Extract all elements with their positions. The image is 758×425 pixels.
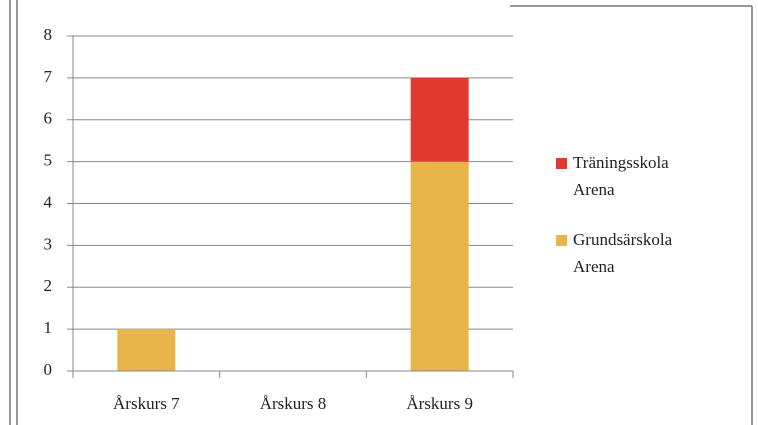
y-tick-label: 1 <box>44 318 53 337</box>
y-tick-label: 5 <box>44 151 53 170</box>
y-tick-label: 2 <box>44 276 53 295</box>
y-tick-label: 6 <box>44 109 53 128</box>
legend-label: Grundsärskola Arena <box>573 230 673 276</box>
y-tick-label: 8 <box>44 25 53 44</box>
x-tick-label: Årskurs 9 <box>406 394 473 413</box>
y-tick-label: 3 <box>44 234 53 253</box>
bar <box>410 77 469 162</box>
legend-label: Träningsskola Arena <box>573 153 669 199</box>
y-tick-label: 0 <box>44 360 53 379</box>
legend-label-box: Grundsärskola Arena <box>573 230 673 276</box>
legend-swatch <box>556 158 567 169</box>
legend-swatch <box>556 235 567 246</box>
x-tick-label: Årskurs 7 <box>113 394 180 413</box>
x-tick-label: Årskurs 8 <box>260 394 327 413</box>
y-tick-label: 4 <box>44 192 53 211</box>
legend-label-box: Träningsskola Arena <box>573 153 669 199</box>
bar <box>410 161 469 371</box>
y-tick-label: 7 <box>44 67 53 86</box>
bar <box>117 329 176 371</box>
